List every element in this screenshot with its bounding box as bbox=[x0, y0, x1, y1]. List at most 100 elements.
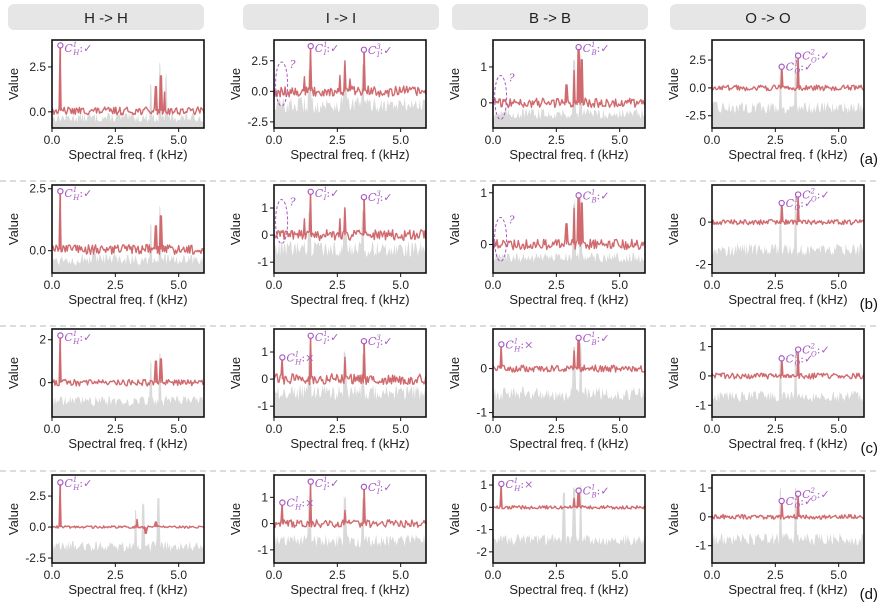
y-tick-label: 0 bbox=[699, 369, 706, 383]
y-tick-label: 1 bbox=[699, 481, 706, 495]
peak-annotation: C1 I:✓ bbox=[315, 330, 340, 346]
y-tick-label: 0.0 bbox=[251, 84, 268, 98]
plot-frame bbox=[51, 328, 205, 418]
column-header-label: B -> B bbox=[529, 10, 571, 27]
peak-marker bbox=[778, 199, 785, 207]
plot-area bbox=[274, 191, 426, 273]
y-tick-label: 2.5 bbox=[29, 489, 46, 503]
y-axis-label: Value bbox=[6, 503, 21, 535]
x-axis-label: Spectral freq. f (kHz) bbox=[728, 436, 847, 451]
x-tick-label: 5.0 bbox=[830, 422, 847, 436]
peak-annotation: C2 O:✓ bbox=[802, 343, 830, 359]
y-tick-label: 1 bbox=[480, 478, 487, 492]
background-spectrum bbox=[52, 205, 204, 273]
y-tick-label: -2 bbox=[476, 545, 487, 559]
background-spectrum bbox=[274, 206, 426, 273]
plot-frame bbox=[492, 39, 646, 129]
x-tick-label: 0.0 bbox=[485, 422, 502, 436]
y-axis-label: Value bbox=[228, 357, 243, 389]
peak-annotation: C1 B:✓ bbox=[583, 188, 610, 204]
x-tick-label: 0.0 bbox=[44, 568, 61, 582]
peak-annotation: C3 I:✓ bbox=[368, 480, 393, 496]
x-tick-label: 5.0 bbox=[830, 278, 847, 292]
peak-annotation: C1 O:✓ bbox=[786, 351, 814, 367]
peak-marker bbox=[307, 332, 314, 339]
x-tick-label: 5.0 bbox=[170, 133, 187, 147]
x-tick-label: 2.5 bbox=[329, 568, 346, 582]
peak-annotation: C2 O:✓ bbox=[802, 188, 830, 204]
peak-marker bbox=[360, 483, 368, 491]
y-axis-label: Value bbox=[228, 213, 243, 245]
x-tick-label: 2.5 bbox=[107, 133, 124, 147]
column-header-4: O -> O bbox=[670, 4, 866, 30]
plot-area bbox=[493, 483, 645, 563]
x-tick-label: 5.0 bbox=[392, 568, 409, 582]
peak-annotation: C1 H:× bbox=[286, 350, 314, 366]
y-tick-label: 0 bbox=[699, 510, 706, 524]
peak-annotation: C1 H:✓ bbox=[64, 41, 92, 57]
x-tick-label: 2.5 bbox=[548, 568, 565, 582]
peak-annotation: C1 H:× bbox=[505, 337, 533, 353]
x-tick-label: 0.0 bbox=[266, 278, 283, 292]
signal-spectrum bbox=[52, 481, 204, 534]
peak-marker bbox=[307, 478, 314, 485]
background-spectrum bbox=[493, 342, 645, 417]
x-tick-label: 5.0 bbox=[392, 422, 409, 436]
peak-marker bbox=[575, 43, 582, 51]
x-tick-label: 0.0 bbox=[704, 133, 721, 147]
peak-marker bbox=[794, 490, 802, 497]
column-header-label: H -> H bbox=[84, 10, 128, 27]
plot-frame bbox=[711, 184, 865, 274]
peak-marker bbox=[57, 479, 64, 486]
plot-area bbox=[493, 194, 645, 273]
y-axis-label: Value bbox=[666, 503, 681, 535]
x-tick-label: 2.5 bbox=[329, 422, 346, 436]
plot-area bbox=[493, 46, 645, 128]
peak-annotation: C1 H:✓ bbox=[64, 186, 92, 202]
x-tick-label: 2.5 bbox=[107, 568, 124, 582]
peak-annotation: C1 H:× bbox=[505, 477, 533, 493]
x-axis-label: Spectral freq. f (kHz) bbox=[509, 147, 628, 162]
x-tick-label: 0.0 bbox=[704, 422, 721, 436]
plot-area bbox=[52, 481, 204, 563]
peak-marker bbox=[498, 341, 505, 348]
y-tick-label: 0 bbox=[39, 376, 46, 390]
plot-area bbox=[493, 337, 645, 417]
peak-marker bbox=[794, 191, 802, 198]
y-axis-label: Value bbox=[447, 503, 462, 535]
plot-frame bbox=[273, 328, 427, 418]
x-tick-label: 5.0 bbox=[830, 133, 847, 147]
x-tick-label: 2.5 bbox=[329, 133, 346, 147]
y-tick-label: -1 bbox=[257, 543, 268, 557]
peak-marker bbox=[575, 192, 582, 199]
x-tick-label: 0.0 bbox=[266, 422, 283, 436]
y-tick-label: 0 bbox=[261, 228, 268, 242]
y-tick-label: 0 bbox=[699, 215, 706, 229]
uncertain-region bbox=[275, 199, 289, 245]
x-tick-label: 0.0 bbox=[485, 278, 502, 292]
x-tick-label: 2.5 bbox=[107, 278, 124, 292]
signal-spectrum bbox=[274, 191, 426, 242]
background-spectrum bbox=[493, 484, 645, 563]
peak-marker bbox=[307, 42, 314, 50]
column-header-2: I -> I bbox=[243, 4, 439, 30]
x-tick-label: 0.0 bbox=[485, 568, 502, 582]
x-tick-label: 0.0 bbox=[266, 133, 283, 147]
y-tick-label: 0 bbox=[261, 372, 268, 386]
y-tick-label: 2 bbox=[39, 333, 46, 347]
y-tick-label: 0 bbox=[480, 238, 487, 252]
y-tick-label: 1 bbox=[480, 60, 487, 74]
plot-frame bbox=[711, 328, 865, 418]
y-tick-label: 1 bbox=[699, 340, 706, 354]
peak-annotation: C3 I:✓ bbox=[368, 190, 393, 206]
y-tick-label: -1 bbox=[257, 399, 268, 413]
x-tick-label: 5.0 bbox=[170, 422, 187, 436]
plot-area bbox=[274, 45, 426, 128]
x-tick-label: 5.0 bbox=[170, 278, 187, 292]
